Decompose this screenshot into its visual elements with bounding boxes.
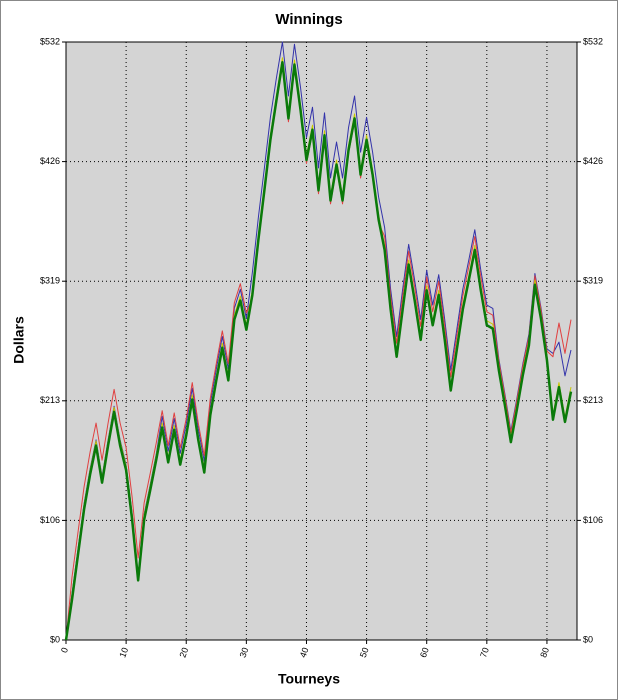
x-tick-label: 40 xyxy=(298,646,311,659)
y2-tick-label: $319 xyxy=(583,276,603,286)
y-tick-label: $319 xyxy=(40,276,60,286)
series-line xyxy=(65,65,572,641)
y-axis-label: Dollars xyxy=(11,316,27,364)
x-tick-label: 50 xyxy=(358,646,371,659)
x-axis-label: Tourneys xyxy=(278,671,340,687)
plot-area xyxy=(65,41,578,641)
y2-tick-label: $0 xyxy=(583,634,593,644)
x-tick-label: 80 xyxy=(538,646,551,659)
y2-tick-label: $532 xyxy=(583,36,603,46)
y2-tick-label: $426 xyxy=(583,156,603,166)
x-tick-label: 0 xyxy=(59,646,70,654)
y-tick-label: $213 xyxy=(40,395,60,405)
y-tick-label: $106 xyxy=(40,515,60,525)
x-tick-label: 20 xyxy=(178,646,191,659)
x-tick-label: 30 xyxy=(238,646,251,659)
x-tick-label: 10 xyxy=(117,646,130,659)
y2-tick-label: $213 xyxy=(583,395,603,405)
y-tick-label: $532 xyxy=(40,36,60,46)
series-line xyxy=(64,60,573,641)
x-tick-label: 60 xyxy=(418,646,431,659)
y-tick-label: $426 xyxy=(40,156,60,166)
y-tick-label: $0 xyxy=(50,634,60,644)
chart-title: Winnings xyxy=(275,11,342,28)
y2-tick-label: $106 xyxy=(583,515,603,525)
x-tick-label: 70 xyxy=(478,646,491,659)
